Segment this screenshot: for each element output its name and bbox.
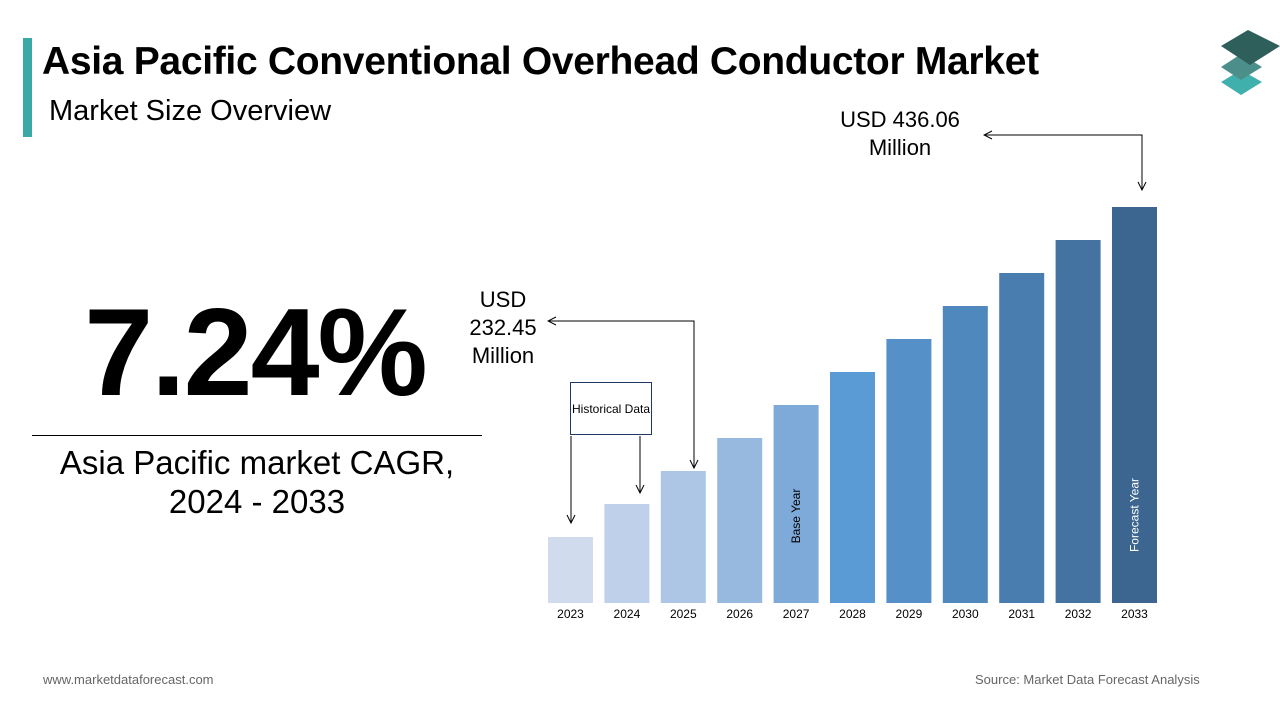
cagr-label-line2: 2024 - 2033 bbox=[168, 483, 346, 520]
cagr-label: Asia Pacific market CAGR, 2024 - 2033 bbox=[32, 443, 482, 521]
x-tick-label: 2027 bbox=[783, 607, 810, 621]
x-tick-label: 2029 bbox=[896, 607, 923, 621]
bar-2030 bbox=[942, 306, 988, 603]
x-tick-label: 2026 bbox=[726, 607, 753, 621]
arrow-end-value bbox=[984, 135, 1143, 190]
bar-2025 bbox=[660, 471, 706, 603]
end-value-line1: USD 436.06 bbox=[840, 107, 960, 132]
end-value-line2: Million bbox=[868, 135, 932, 160]
x-tick-label: 2025 bbox=[670, 607, 697, 621]
bar-2033 bbox=[1112, 207, 1157, 603]
end-value-annotation: USD 436.06 Million bbox=[820, 106, 980, 162]
title-accent-bar bbox=[23, 38, 32, 137]
bar-2024 bbox=[604, 504, 650, 603]
bar-2028 bbox=[830, 372, 875, 603]
start-value-annotation: USD 232.45 Million bbox=[455, 286, 551, 370]
x-tick-label: 2023 bbox=[557, 607, 584, 621]
page-subtitle: Market Size Overview bbox=[49, 95, 332, 127]
x-tick-label: 2028 bbox=[839, 607, 866, 621]
x-tick-label: 2031 bbox=[1008, 607, 1035, 621]
historical-data-box: Historical Data bbox=[570, 382, 652, 435]
bar-2029 bbox=[886, 339, 932, 603]
x-tick-label: 2032 bbox=[1065, 607, 1092, 621]
cagr-label-line1: Asia Pacific market CAGR, bbox=[59, 444, 455, 481]
cagr-value: 7.24% bbox=[84, 284, 428, 422]
x-tick-label: 2024 bbox=[614, 607, 641, 621]
bar-2032 bbox=[1055, 240, 1101, 603]
bar-2027 bbox=[773, 405, 819, 603]
bar-2026 bbox=[717, 438, 763, 603]
source-note: Source: Market Data Forecast Analysis bbox=[975, 672, 1200, 687]
x-tick-label: 2033 bbox=[1121, 607, 1148, 621]
start-value-line2: 232.45 bbox=[469, 315, 537, 340]
divider bbox=[32, 435, 482, 436]
base-year-label: Base Year bbox=[789, 489, 803, 544]
start-value-line3: Million bbox=[471, 343, 535, 368]
start-value-line1: USD bbox=[479, 287, 527, 312]
arrow-start-value bbox=[548, 321, 695, 468]
page-title: Asia Pacific Conventional Overhead Condu… bbox=[42, 40, 1039, 83]
forecast-year-label: Forecast Year bbox=[1128, 478, 1142, 552]
bar-2031 bbox=[999, 273, 1045, 603]
website-link[interactable]: www.marketdataforecast.com bbox=[43, 672, 214, 687]
x-tick-label: 2030 bbox=[952, 607, 979, 621]
bar-2023 bbox=[548, 537, 593, 603]
annotation-arrows bbox=[548, 135, 1142, 523]
